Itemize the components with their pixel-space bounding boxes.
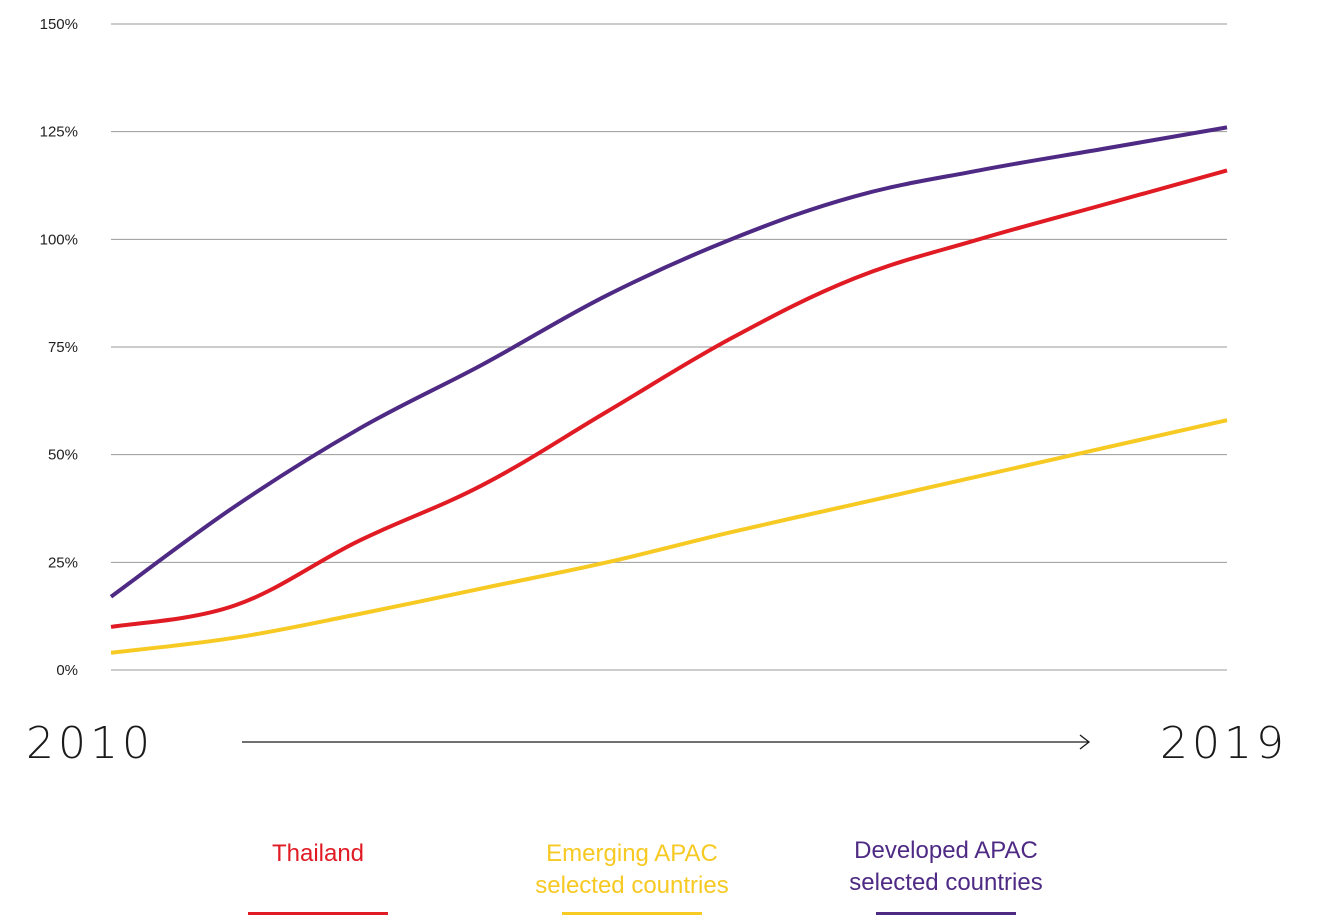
x-axis: 2010 2019 (26, 718, 1288, 769)
arrow-head-icon (1079, 734, 1091, 750)
y-tick-label: 50% (48, 447, 78, 464)
y-tick-label: 150% (40, 16, 78, 33)
legend: Thailand Emerging APAC selected countrie… (0, 830, 1335, 915)
legend-swatch-thailand (248, 912, 388, 915)
legend-label-emerging-apac: Emerging APAC selected countries (535, 840, 729, 899)
series-line-developed-apac-selected-countries (109, 125, 1228, 599)
legend-swatch-developed-apac (876, 912, 1016, 915)
legend-item-emerging-apac: Emerging APAC selected countries (472, 830, 792, 915)
x-start-label: 2010 (26, 718, 154, 769)
y-tick-label: 100% (40, 231, 78, 248)
series-line-thailand (110, 168, 1228, 629)
series-line-emerging-apac-selected-countries (110, 418, 1228, 655)
y-tick-label: 75% (48, 339, 78, 356)
x-end-label: 2019 (1160, 718, 1288, 769)
series-lines (109, 125, 1228, 655)
legend-item-thailand: Thailand (158, 830, 478, 915)
y-tick-label: 25% (48, 554, 78, 571)
legend-label-developed-apac: Developed APAC selected countries (849, 837, 1043, 896)
y-axis-ticks: 0% 25% 50% 75% 100% 125% 150% (40, 16, 78, 679)
y-tick-label: 125% (40, 124, 78, 141)
legend-item-developed-apac: Developed APAC selected countries (786, 830, 1106, 915)
legend-swatch-emerging-apac (562, 912, 702, 915)
y-tick-label: 0% (56, 662, 78, 679)
legend-label-thailand: Thailand (271, 840, 365, 867)
grid-lines (111, 23, 1227, 671)
